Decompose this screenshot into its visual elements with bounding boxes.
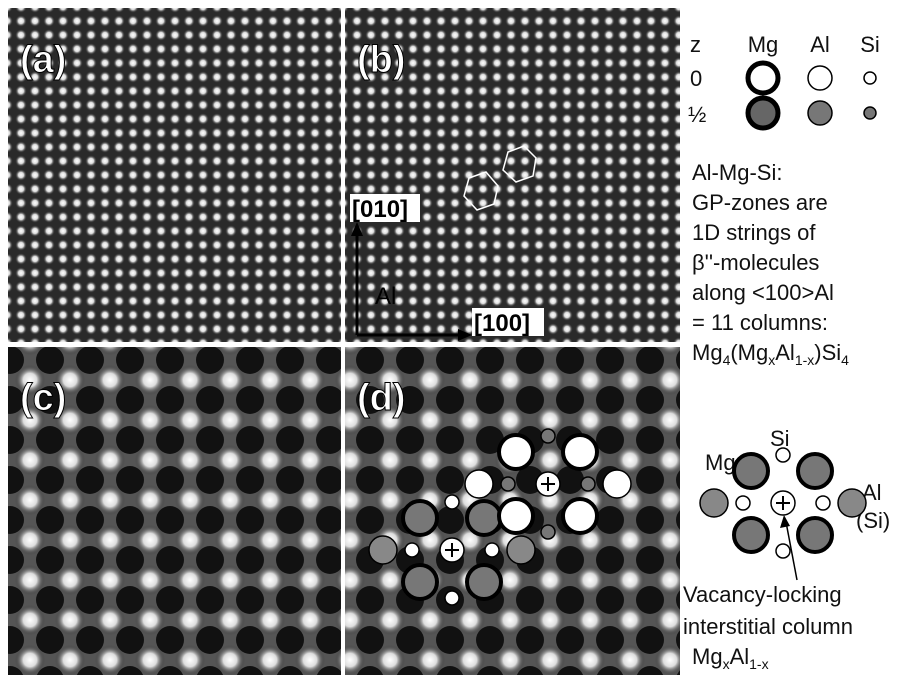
si-atom [776,448,790,462]
mg-atom [734,518,768,552]
description-line: along <100>Al [692,280,834,305]
formula: MgxAl1-x [692,644,769,672]
legend-header: Al [810,32,830,57]
description-line: GP-zones are [692,190,828,215]
description-line: = 11 columns: [692,310,828,335]
legend-row: 0 [690,66,702,91]
panel-label: (b) [357,39,406,81]
subscript: 4 [723,352,731,368]
mg-atom [563,435,597,469]
page: (a) (b) (c) (d) [010] [100] Al z Mg Al S… [0,0,903,687]
formula: Mg4(MgxAl1-x)Si4 [692,340,849,368]
al-atom [465,470,493,498]
subscript: x [768,352,775,368]
mg-atom [403,565,437,599]
legend-header: Mg [748,32,779,57]
mg-atom [563,499,597,533]
axis-label: [010] [352,196,408,223]
si-atom [816,496,830,510]
legend-row: ½ [688,102,706,127]
si-atom [445,591,459,605]
axis-label: Al [375,283,396,310]
description-line: β''-molecules [692,250,819,275]
figure: (a) (b) (c) (d) [010] [100] Al z Mg Al S… [0,0,903,682]
schematic: Mg Si Al (Si) Vacancy-locking interstiti… [683,426,890,672]
mg-atom [403,501,437,535]
formula-part: Mg [692,340,723,365]
description: Al-Mg-Si: GP-zones are 1D strings of β''-mo… [692,160,849,368]
mg-atom [467,565,501,599]
subscript: x [723,656,730,672]
axis-label: [100] [474,310,530,337]
caption: Vacancy-locking [683,582,842,607]
description-line: 1D strings of [692,220,816,245]
panel-label: (d) [357,377,406,419]
formula-part: (Mg [730,340,768,365]
subscript: 4 [841,352,849,368]
si-atom [541,429,555,443]
al-atom [369,536,397,564]
legend-header: Si [860,32,880,57]
si-atom [541,525,555,539]
legend: z Mg Al Si 0 ½ [688,32,880,128]
formula-part: Al [775,340,795,365]
mg-atom [734,454,768,488]
si-atom [776,544,790,558]
al-atom [603,470,631,498]
formula-part: )Si [814,340,841,365]
mg-atom [467,501,501,535]
mg-atom [499,499,533,533]
description-line: Al-Mg-Si: [692,160,782,185]
mg-atom [798,518,832,552]
si-atom [581,477,595,491]
caption: interstitial column [683,614,853,639]
al-atom [700,489,728,517]
panel-label: (c) [20,377,66,419]
al-atom [838,489,866,517]
panel-label: (a) [20,39,66,81]
formula-part: Mg [692,644,723,669]
subscript: 1-x [749,656,768,672]
schematic-label: Mg [705,450,736,475]
si-atom [501,477,515,491]
si-atom [405,543,419,557]
schematic-label: Si [770,426,790,451]
si-atom [736,496,750,510]
si-atom [445,495,459,509]
al-atom [507,536,535,564]
formula-part: Al [730,644,750,669]
subscript: 1-x [795,352,814,368]
mg-atom [798,454,832,488]
si-atom [485,543,499,557]
mg-atom [499,435,533,469]
legend-header: z [690,32,701,57]
